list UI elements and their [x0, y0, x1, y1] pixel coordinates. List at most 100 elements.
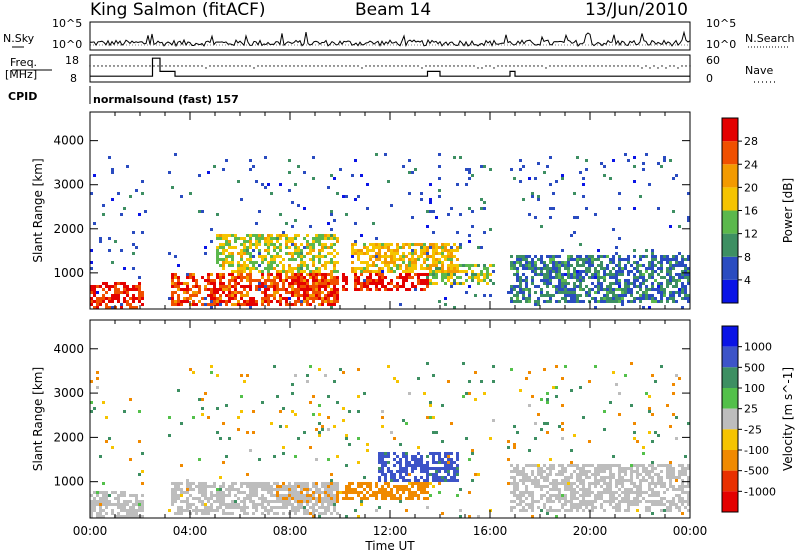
power-cell — [591, 273, 594, 276]
power-cell — [531, 261, 534, 264]
power-cell — [435, 246, 438, 249]
velocity-cell — [633, 422, 636, 425]
velocity-cell — [630, 503, 633, 506]
velocity-cell — [654, 503, 657, 506]
velocity-cell — [687, 503, 690, 506]
velocity-cell — [213, 494, 216, 497]
power-cell — [216, 288, 219, 291]
power-cell — [483, 264, 486, 267]
power-cell — [573, 192, 576, 195]
velocity-cell — [408, 464, 411, 467]
power-cell — [288, 264, 291, 267]
power-cell — [558, 255, 561, 258]
velocity-cell — [378, 479, 381, 482]
power-cell — [660, 267, 663, 270]
velocity-cell — [669, 470, 672, 473]
power-cell — [321, 249, 324, 252]
velocity-cell — [246, 512, 249, 515]
velocity-cell — [618, 506, 621, 509]
nave-series-point — [561, 65, 563, 67]
velocity-cell — [435, 461, 438, 464]
velocity-cell — [603, 410, 606, 413]
velocity-cell — [291, 503, 294, 506]
velocity-cell — [360, 491, 363, 494]
velocity-cell — [105, 506, 108, 509]
power-cell — [534, 216, 537, 219]
velocity-cell — [687, 509, 690, 512]
velocity-cell — [114, 497, 117, 500]
power-cell — [444, 258, 447, 261]
power-cell — [567, 288, 570, 291]
velocity-cell — [531, 506, 534, 509]
velocity-cell — [180, 506, 183, 509]
power-cell — [510, 168, 513, 171]
velocity-cell — [534, 437, 537, 440]
power-cell — [615, 279, 618, 282]
velocity-cell — [576, 503, 579, 506]
velocity-cell — [201, 491, 204, 494]
power-cell — [270, 273, 273, 276]
velocity-cell — [663, 509, 666, 512]
power-cell — [639, 297, 642, 300]
power-cell — [669, 270, 672, 273]
nave-series-point — [553, 65, 555, 67]
power-cell — [588, 261, 591, 264]
velocity-cell — [537, 467, 540, 470]
velocity-colorbar-tick-label: 1000 — [744, 341, 772, 354]
velocity-cell — [675, 476, 678, 479]
velocity-cell — [279, 506, 282, 509]
power-cell — [558, 291, 561, 294]
power-cell — [387, 249, 390, 252]
power-cell — [264, 258, 267, 261]
power-cell — [561, 177, 564, 180]
power-cell — [216, 249, 219, 252]
power-cell — [603, 273, 606, 276]
velocity-cell — [105, 440, 108, 443]
velocity-cell — [135, 494, 138, 497]
velocity-cell — [222, 422, 225, 425]
power-cell — [333, 249, 336, 252]
velocity-cell — [102, 482, 105, 485]
power-cell — [264, 156, 267, 159]
power-cell — [651, 270, 654, 273]
velocity-cell — [609, 491, 612, 494]
power-cell — [258, 243, 261, 246]
velocity-cell — [432, 452, 435, 455]
velocity-cell — [645, 467, 648, 470]
power-cell — [489, 279, 492, 282]
power-cell — [531, 195, 534, 198]
power-cell — [279, 297, 282, 300]
velocity-cell — [660, 509, 663, 512]
velocity-cell — [561, 494, 564, 497]
power-cell — [303, 276, 306, 279]
power-cell — [297, 204, 300, 207]
power-cell — [366, 285, 369, 288]
nave-series-point — [337, 65, 339, 67]
velocity-cell — [597, 479, 600, 482]
power-cell — [558, 300, 561, 303]
velocity-cell — [243, 380, 246, 383]
power-cell — [315, 255, 318, 258]
velocity-cell — [678, 464, 681, 467]
power-cell — [300, 264, 303, 267]
velocity-cell — [414, 494, 417, 497]
power-cell — [675, 279, 678, 282]
power-cell — [471, 264, 474, 267]
power-cell — [534, 267, 537, 270]
power-cell — [309, 249, 312, 252]
velocity-cell — [324, 374, 327, 377]
power-cell — [369, 243, 372, 246]
velocity-cell — [90, 494, 93, 497]
power-cell — [552, 270, 555, 273]
velocity-cell — [180, 488, 183, 491]
power-cell — [372, 246, 375, 249]
power-cell — [336, 288, 339, 291]
power-cell — [285, 276, 288, 279]
velocity-cell — [426, 362, 429, 365]
velocity-cell — [288, 500, 291, 503]
power-cell — [114, 288, 117, 291]
velocity-cell — [141, 509, 144, 512]
velocity-cell — [318, 491, 321, 494]
velocity-cell — [381, 416, 384, 419]
nave-series-point — [673, 65, 675, 67]
